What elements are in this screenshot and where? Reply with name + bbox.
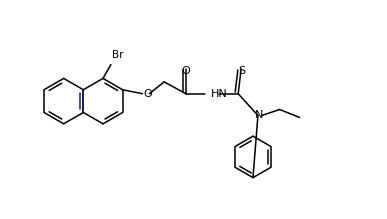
Text: N: N xyxy=(255,110,263,120)
Text: O: O xyxy=(182,66,190,76)
Text: Br: Br xyxy=(112,50,123,60)
Text: O: O xyxy=(144,89,152,99)
Text: HN: HN xyxy=(211,89,227,99)
Text: S: S xyxy=(238,66,246,76)
